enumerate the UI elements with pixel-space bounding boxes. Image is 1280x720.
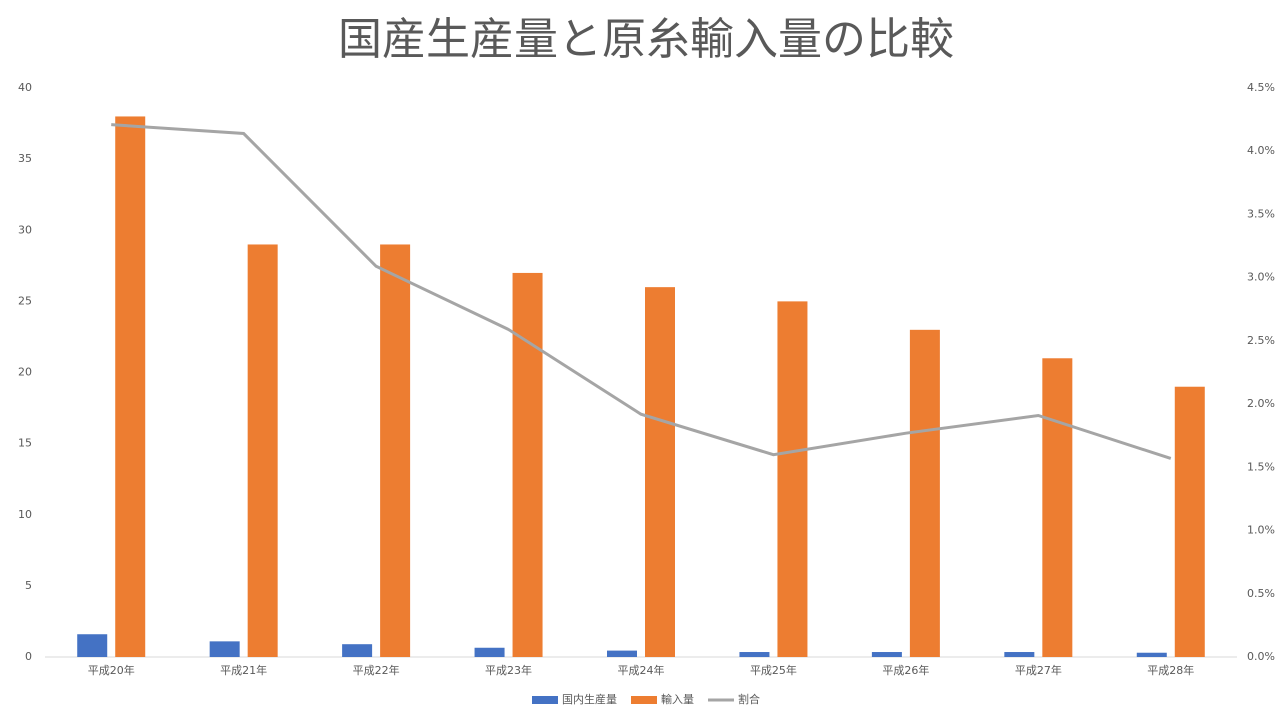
bar <box>607 650 637 657</box>
x-tick-label: 平成24年 <box>618 663 665 677</box>
y2-tick-label: 4.5% <box>1247 81 1275 94</box>
y-tick-label: 0 <box>25 650 32 663</box>
y2-tick-label: 2.0% <box>1247 397 1275 410</box>
x-tick-label: 平成28年 <box>1147 663 1194 677</box>
bar <box>909 329 940 657</box>
y-tick-label: 5 <box>25 579 32 592</box>
bar <box>115 116 146 657</box>
y-tick-label: 25 <box>18 294 32 307</box>
legend-label: 輸入量 <box>661 692 694 706</box>
chart-title: 国産生産量と原糸輸入量の比較 <box>338 14 954 65</box>
bar <box>645 287 675 657</box>
legend-swatch <box>532 696 558 704</box>
bar <box>209 641 240 657</box>
y-tick-label: 35 <box>18 152 32 165</box>
y2-tick-label: 1.0% <box>1247 524 1275 537</box>
y-tick-label: 15 <box>18 437 32 450</box>
x-tick-label: 平成23年 <box>485 663 532 677</box>
bar <box>777 301 808 657</box>
y2-tick-label: 3.0% <box>1247 271 1275 284</box>
legend-swatch <box>631 696 657 704</box>
x-tick-label: 平成20年 <box>88 663 135 677</box>
bar <box>380 244 411 657</box>
y-tick-label: 20 <box>18 366 32 379</box>
bar <box>871 652 902 657</box>
bar <box>1004 652 1035 657</box>
y2-tick-label: 0.5% <box>1247 587 1275 600</box>
bar <box>77 634 108 657</box>
bar <box>1174 386 1205 657</box>
x-tick-label: 平成22年 <box>353 663 400 677</box>
bar <box>1042 358 1073 657</box>
legend-label: 割合 <box>738 692 760 706</box>
y-tick-label: 40 <box>18 81 32 94</box>
x-tick-label: 平成25年 <box>750 663 797 677</box>
bar <box>247 244 278 657</box>
x-tick-label: 平成21年 <box>220 663 267 677</box>
bar <box>739 652 770 657</box>
bar <box>474 647 505 657</box>
legend-label: 国内生産量 <box>562 692 617 706</box>
x-tick-label: 平成26年 <box>882 663 929 677</box>
line-series <box>111 123 1172 460</box>
x-tick-label: 平成27年 <box>1015 663 1062 677</box>
y2-tick-label: 0.0% <box>1247 650 1275 663</box>
bar <box>342 644 373 657</box>
y2-tick-label: 3.5% <box>1247 207 1275 220</box>
y2-tick-label: 2.5% <box>1247 334 1275 347</box>
y-tick-label: 10 <box>18 508 32 521</box>
y2-tick-label: 1.5% <box>1247 460 1275 473</box>
y-tick-label: 30 <box>18 223 32 236</box>
bar <box>512 272 543 657</box>
bar <box>1136 652 1167 657</box>
y2-tick-label: 4.0% <box>1247 144 1275 157</box>
